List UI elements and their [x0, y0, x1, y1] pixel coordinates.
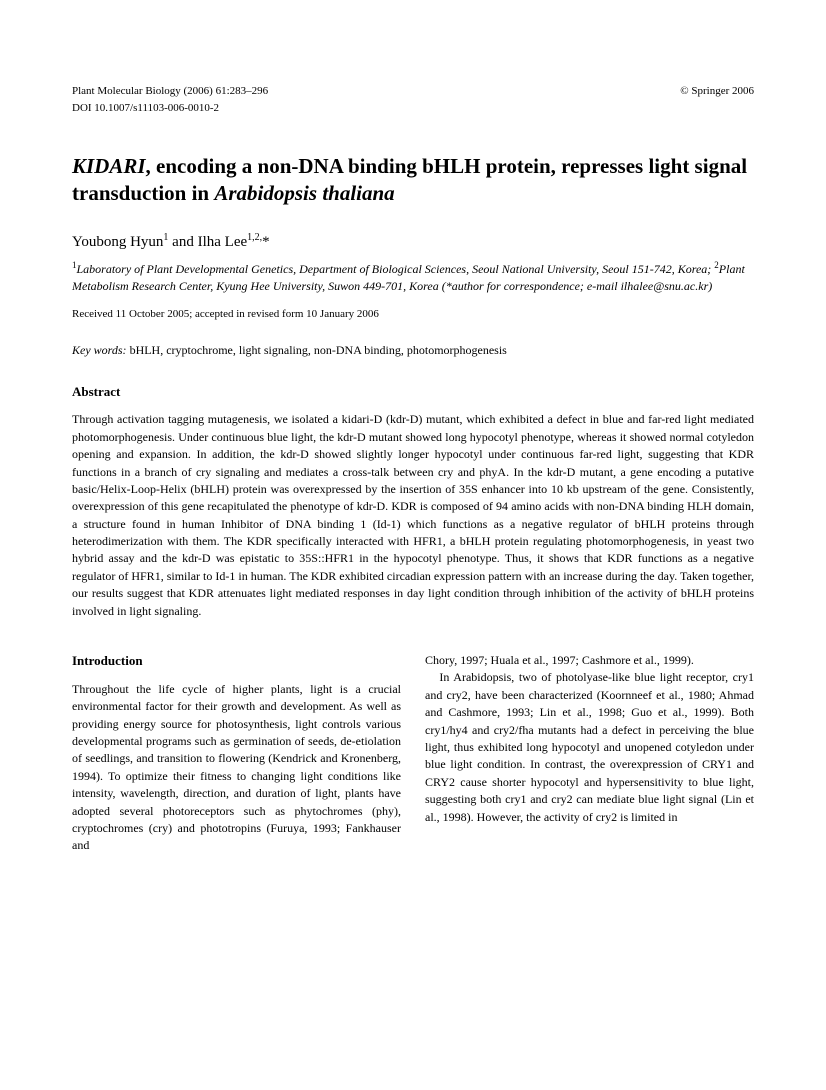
author-1: Youbong Hyun — [72, 234, 163, 250]
title-gene-name: KIDARI — [72, 154, 146, 178]
abstract-body: Through activation tagging mutagenesis, … — [72, 411, 754, 620]
keywords-line: Key words: bHLH, cryptochrome, light sig… — [72, 342, 754, 359]
keywords-text: bHLH, cryptochrome, light signaling, non… — [127, 343, 507, 357]
column-left: Introduction Throughout the life cycle o… — [72, 652, 401, 855]
author-2: Ilha Lee — [198, 234, 248, 250]
doi: DOI 10.1007/s11103-006-0010-2 — [72, 101, 754, 116]
intro-paragraph-1-cont: Chory, 1997; Huala et al., 1997; Cashmor… — [425, 652, 754, 669]
keywords-label: Key words: — [72, 343, 127, 357]
body-columns: Introduction Throughout the life cycle o… — [72, 652, 754, 855]
intro-paragraph-2: In Arabidopsis, two of photolyase-like b… — [425, 669, 754, 826]
journal-reference: Plant Molecular Biology (2006) 61:283–29… — [72, 84, 268, 99]
intro-paragraph-1: Throughout the life cycle of higher plan… — [72, 681, 401, 855]
introduction-heading: Introduction — [72, 652, 401, 671]
author-separator: and — [168, 234, 197, 250]
authors-line: Youbong Hyun1 and Ilha Lee1,2,* — [72, 231, 754, 253]
title-main: , encoding a non-DNA binding bHLH protei… — [72, 154, 747, 205]
abstract-heading: Abstract — [72, 383, 754, 401]
article-title: KIDARI, encoding a non-DNA binding bHLH … — [72, 153, 754, 208]
copyright-notice: © Springer 2006 — [680, 84, 754, 99]
title-species: Arabidopsis thaliana — [214, 181, 394, 205]
column-right: Chory, 1997; Huala et al., 1997; Cashmor… — [425, 652, 754, 855]
affiliations-block: 1Laboratory of Plant Developmental Genet… — [72, 259, 754, 295]
received-dates: Received 11 October 2005; accepted in re… — [72, 307, 754, 322]
corresponding-mark: * — [262, 234, 270, 250]
author-2-affil: 1,2, — [247, 232, 262, 243]
affiliation-1: Laboratory of Plant Developmental Geneti… — [77, 262, 715, 276]
